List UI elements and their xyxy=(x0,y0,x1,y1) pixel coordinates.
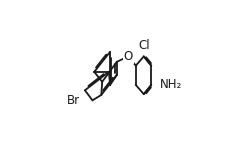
Text: Br: Br xyxy=(66,94,80,107)
Text: Cl: Cl xyxy=(138,39,150,52)
Text: O: O xyxy=(124,50,133,63)
Text: NH₂: NH₂ xyxy=(160,78,182,91)
